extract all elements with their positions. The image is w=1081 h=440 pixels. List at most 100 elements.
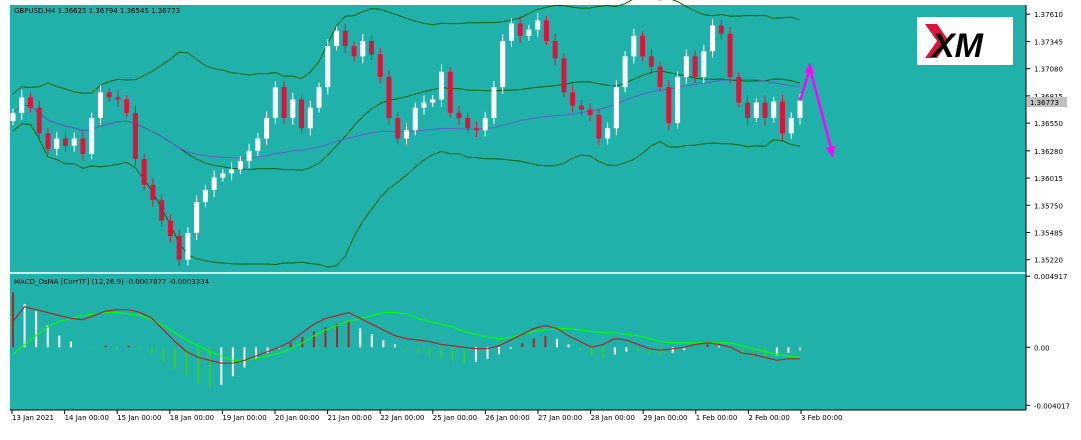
macd-axis: 0.004917 0.00 -0.004017 xyxy=(1026,273,1070,410)
time-tick-label: 20 Jan 00:00 xyxy=(275,414,319,422)
time-tick-label: 25 Jan 00:00 xyxy=(433,414,477,422)
candle-body xyxy=(683,56,689,77)
candle-body xyxy=(185,232,191,260)
time-tick-label: 2 Feb 00:00 xyxy=(748,414,789,422)
candle-body xyxy=(89,117,95,154)
candle-body xyxy=(360,40,366,57)
time-tick-label: 15 Jan 00:00 xyxy=(117,414,161,422)
time-tick-label: 19 Jan 00:00 xyxy=(222,414,266,422)
candle-body xyxy=(176,236,182,260)
candle-body xyxy=(124,99,130,113)
candle-body xyxy=(342,30,348,47)
time-tick-label: 26 Jan 00:00 xyxy=(485,414,529,422)
candle-body xyxy=(500,40,506,88)
candle-body xyxy=(613,87,619,129)
candle-body xyxy=(587,109,593,115)
candle-body xyxy=(561,58,567,93)
candle-body xyxy=(211,177,217,190)
logo-text: XM xyxy=(930,27,984,65)
candle-body xyxy=(640,35,646,57)
candle-body xyxy=(727,33,733,77)
bollinger-upper xyxy=(12,0,801,95)
symbol-info: GBPUSD,H4 1.36625 1.36794 1.36545 1.3677… xyxy=(14,7,180,15)
candle-body xyxy=(710,25,716,52)
candle-body xyxy=(543,20,549,41)
candle-body xyxy=(159,200,165,221)
candle-body xyxy=(535,20,541,30)
candle-body xyxy=(447,71,453,113)
candle-body xyxy=(456,112,462,118)
candle-body xyxy=(255,138,261,151)
price-tick-label: 1.36280 xyxy=(1034,148,1063,156)
time-axis: 13 Jan 2021 14 Jan 00:00 15 Jan 00:00 18 Ja… xyxy=(11,410,842,422)
candle-body xyxy=(54,138,60,149)
candle-body xyxy=(307,107,313,129)
candle-body xyxy=(36,107,42,134)
time-tick-label: 18 Jan 00:00 xyxy=(170,414,214,422)
candle-body xyxy=(115,97,121,100)
candle-body xyxy=(264,117,270,139)
candle-body xyxy=(290,99,296,118)
candle-body xyxy=(675,76,681,124)
macd-info: MACD_OsMA [CurrTF] (12,26,9) -0.0007877 … xyxy=(14,278,210,286)
candle-body xyxy=(395,117,401,139)
candle-body xyxy=(167,220,173,237)
candle-body xyxy=(246,150,252,162)
candle-body xyxy=(386,76,392,118)
candle-body xyxy=(220,173,226,178)
macd-line xyxy=(12,306,800,364)
arrow-down-head-icon xyxy=(826,145,835,158)
time-tick-label: 27 Jan 00:00 xyxy=(538,414,582,422)
candle-body xyxy=(622,56,628,88)
candle-body xyxy=(482,117,488,131)
candle-body xyxy=(62,138,68,146)
signal-line xyxy=(12,312,801,361)
candle-body xyxy=(10,112,16,122)
time-tick-label: 22 Jan 00:00 xyxy=(380,414,424,422)
candle-body xyxy=(45,133,51,149)
candles xyxy=(10,13,803,267)
price-tick-label: 1.36815 xyxy=(1034,93,1063,101)
candle-body xyxy=(71,138,77,146)
time-tick-label: 21 Jan 00:00 xyxy=(328,414,372,422)
candle-body xyxy=(150,184,156,201)
candle-body xyxy=(736,76,742,103)
candle-body xyxy=(605,128,611,139)
plot-background xyxy=(10,5,1026,410)
candle-body xyxy=(788,117,794,134)
arrow-down-shaft xyxy=(808,68,834,153)
forecast-arrows xyxy=(798,62,835,158)
candle-body xyxy=(412,107,418,131)
price-tick-label: 1.37080 xyxy=(1034,66,1063,74)
candle-body xyxy=(508,23,514,41)
candle-body xyxy=(106,92,112,98)
candle-body xyxy=(596,114,602,139)
candle-body xyxy=(334,30,340,47)
candle-body xyxy=(377,54,383,77)
time-tick-label: 29 Jan 00:00 xyxy=(643,414,687,422)
candle-body xyxy=(27,97,33,108)
candle-body xyxy=(753,102,759,118)
candle-body xyxy=(745,102,751,118)
candle-body xyxy=(438,71,444,100)
candle-body xyxy=(552,40,558,59)
candle-body xyxy=(404,130,409,139)
logo-chevron-icon xyxy=(925,24,949,58)
candle-body xyxy=(19,97,25,113)
candle-body xyxy=(780,101,786,134)
candle-body xyxy=(473,128,479,131)
macd-lines xyxy=(12,306,801,364)
candle-body xyxy=(299,99,305,129)
candle-body xyxy=(272,87,278,118)
price-tick-label: 1.35220 xyxy=(1034,257,1063,265)
candle-body xyxy=(97,92,103,118)
candle-body xyxy=(692,56,698,77)
price-tick-label: 1.36550 xyxy=(1034,120,1063,128)
current-price-label: 1.36773 xyxy=(1030,99,1059,107)
candle-body xyxy=(797,100,803,118)
time-tick-label: 3 Feb 00:00 xyxy=(801,414,842,422)
macd-tick-label: -0.004017 xyxy=(1034,402,1070,410)
macd-tick-label: 0.004917 xyxy=(1034,273,1067,281)
